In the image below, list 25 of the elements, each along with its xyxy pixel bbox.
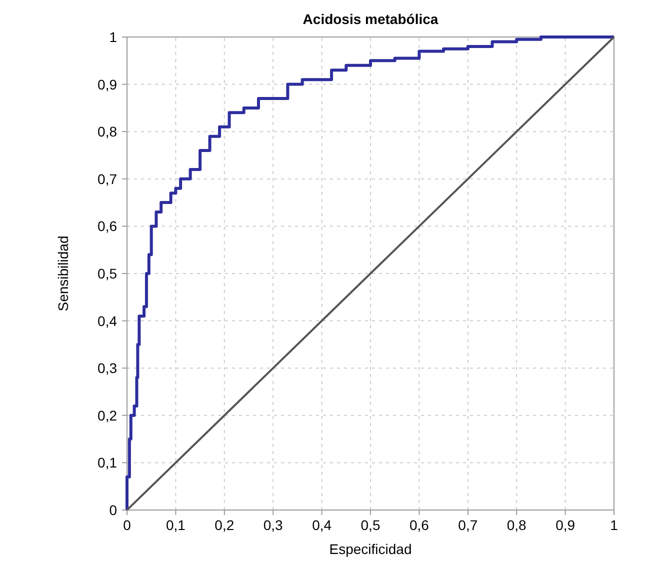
y-tick-label: 0 xyxy=(109,502,118,518)
x-tick-label: 0,7 xyxy=(458,517,478,533)
y-tick-label: 0,9 xyxy=(98,76,118,92)
y-tick-label: 0,6 xyxy=(98,218,118,234)
x-tick-label: 0,9 xyxy=(556,517,576,533)
y-tick-label: 0,8 xyxy=(98,124,118,140)
y-tick-label: 1 xyxy=(109,29,118,45)
x-tick-label: 0,3 xyxy=(263,517,284,533)
x-tick-label: 0 xyxy=(123,517,132,533)
y-tick-label: 0,4 xyxy=(98,312,118,329)
y-tick-label: 0,7 xyxy=(98,170,118,187)
x-tick-label: 0,5 xyxy=(360,517,380,533)
x-tick-label: 0,8 xyxy=(506,517,527,533)
y-tick-label: 0,1 xyxy=(98,454,118,471)
x-tick-label: 0,2 xyxy=(214,517,234,533)
x-tick-label: 0,6 xyxy=(409,517,430,533)
x-tick-label: 0,4 xyxy=(312,517,332,533)
y-tick-label: 0,3 xyxy=(98,360,118,376)
y-tick-label: 0,2 xyxy=(98,407,118,424)
x-axis-title: Especificidad xyxy=(329,541,412,557)
x-tick-label: 1 xyxy=(610,517,618,533)
y-tick-label: 0,5 xyxy=(98,266,118,282)
y-axis-title: Sensibilidad xyxy=(55,236,71,312)
chart-title: Acidosis metabólica xyxy=(302,11,438,27)
x-tick-label: 0,1 xyxy=(166,517,186,533)
